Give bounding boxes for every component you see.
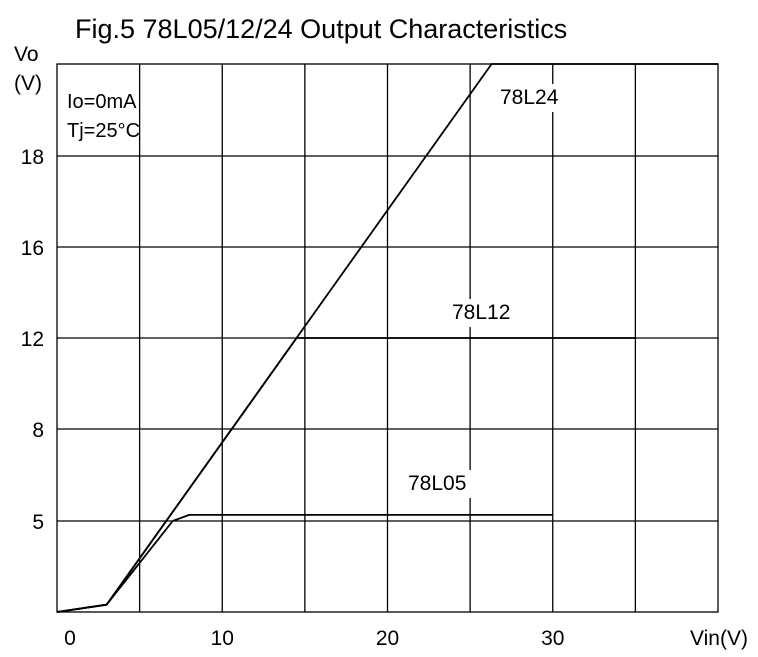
condition-load-current: Io=0mA bbox=[67, 91, 137, 113]
series-label-78l12: 78L12 bbox=[452, 301, 510, 324]
condition-junction-temperature: Tj=25°C bbox=[67, 120, 140, 142]
series-label-78l05: 78L05 bbox=[408, 472, 466, 495]
y-tick-label: 5 bbox=[32, 511, 44, 534]
series-line-78l24 bbox=[56, 63, 718, 613]
y-tick-label: 12 bbox=[21, 328, 44, 351]
x-tick-label: 10 bbox=[211, 627, 234, 650]
y-tick-label: 18 bbox=[21, 146, 44, 169]
series-label-mask bbox=[449, 299, 525, 327]
y-axis-unit: (V) bbox=[14, 72, 42, 95]
axis-tick-labels: 0 10 20 30 5 8 12 16 18 bbox=[21, 146, 565, 650]
series-label-mask bbox=[405, 470, 481, 498]
chart-title: Fig.5 78L05/12/24 Output Characteristics bbox=[75, 14, 567, 44]
x-tick-label: 0 bbox=[64, 627, 76, 650]
y-tick-label: 16 bbox=[21, 237, 44, 260]
x-axis-label: Vin(V) bbox=[690, 627, 748, 650]
series-label-78l24: 78L24 bbox=[500, 86, 559, 109]
series-label-mask bbox=[497, 84, 573, 112]
plot-curves bbox=[56, 63, 718, 613]
y-tick-label: 8 bbox=[32, 419, 44, 442]
x-tick-label: 20 bbox=[376, 627, 399, 650]
y-axis-label: Vo bbox=[14, 43, 39, 66]
x-tick-label: 30 bbox=[541, 627, 564, 650]
series-line-78l12 bbox=[56, 337, 636, 613]
series-labels: 78L05 78L12 78L24 bbox=[405, 84, 573, 498]
